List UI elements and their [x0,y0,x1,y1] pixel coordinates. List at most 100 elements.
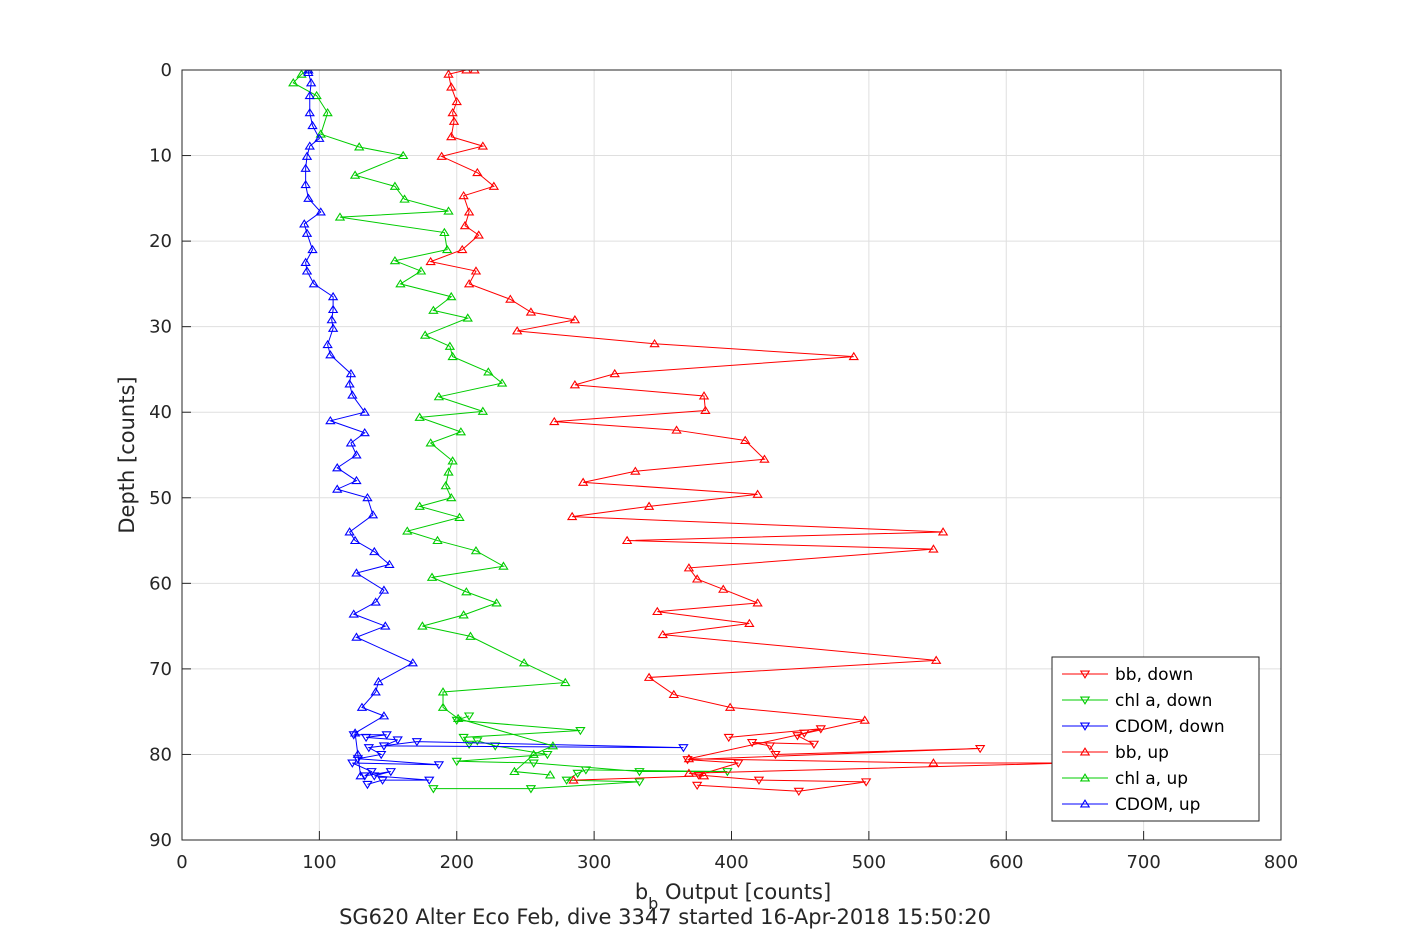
data-point [477,141,489,150]
data-point [315,207,326,216]
data-point [458,190,469,200]
data-point [362,780,373,790]
data-point [304,141,315,150]
data-point [928,758,939,767]
data-point [305,78,317,87]
data-point [362,492,373,502]
data-point [764,742,776,751]
y-tick-label: 0 [161,60,172,81]
legend-marker [1079,799,1091,808]
data-point [575,726,586,736]
data-point [657,629,669,639]
data-point [700,405,711,415]
x-tick-label: 200 [440,852,474,873]
data-point [928,544,939,553]
data-point [322,107,333,117]
data-point [469,70,480,74]
data-point [425,256,436,266]
data-point [300,257,311,266]
data-point [793,787,805,797]
data-point [378,742,390,751]
legend-item: CDOM, up [1062,795,1200,815]
data-point [326,315,337,324]
data-point [452,713,464,723]
data-point [446,131,457,141]
data-point [792,732,803,741]
data-point [808,740,820,749]
data-point [544,770,556,779]
data-point [547,741,559,750]
x-axis-label-main: b [635,880,648,904]
data-point [455,427,467,436]
y-tick-label: 70 [149,659,172,680]
data-point [347,390,358,399]
data-point [369,546,380,556]
legend-item: CDOM, down [1062,717,1225,737]
data-point [770,750,781,760]
data-point [303,193,314,202]
data-point [549,416,560,426]
data-point [566,511,578,521]
data-point [344,379,355,388]
x-tick-label: 0 [176,852,187,873]
x-axis-label-subscript: b [648,894,658,913]
data-point [678,744,689,753]
data-point [974,744,986,754]
data-point [304,107,315,117]
data-point [407,658,418,667]
data-point [752,489,763,498]
y-tick-label: 20 [149,231,172,252]
data-point [683,768,695,777]
data-point [304,90,315,100]
data-point [369,772,380,781]
data-point [643,501,655,510]
data-point [381,731,392,740]
data-point [477,406,489,415]
data-point [848,351,859,361]
y-tick-label: 80 [149,744,172,765]
data-point [370,597,381,606]
data-point [498,561,509,570]
data-point [718,584,729,593]
data-point [698,771,710,780]
data-point [463,207,475,216]
data-point [472,167,483,177]
data-point [572,769,583,779]
data-point [415,266,427,275]
series-chl-a-up [288,70,571,779]
data-point [440,480,451,490]
data-point [392,736,403,745]
data-point [351,450,362,459]
data-point [395,279,406,288]
series-bb-up [425,70,1075,784]
y-tick-label: 50 [149,488,172,509]
data-point [359,407,370,416]
data-point [325,415,336,425]
data-point [389,181,401,190]
data-point [451,96,462,106]
data-point [311,90,322,100]
data-point [370,687,381,696]
data-point [334,212,346,221]
data-point [465,631,476,640]
data-point [473,230,484,239]
legend: bb, down chl a, down CDOM, down bb, up chl a… [1051,656,1260,822]
data-point [444,341,456,350]
data-point [446,82,457,91]
data-point [303,70,314,77]
data-point [491,598,502,607]
data-point [419,330,431,339]
data-point [299,219,310,228]
data-point [459,220,471,230]
legend-item: bb, up [1062,743,1169,763]
data-point [463,712,475,721]
data-point [937,527,949,536]
data-point [296,70,307,78]
data-point [301,266,313,275]
data-point [683,563,695,572]
data-point [424,776,435,785]
legend-label: CDOM, up [1115,795,1200,815]
series-layer [288,70,1075,797]
data-point [363,744,375,753]
data-point [446,492,457,502]
